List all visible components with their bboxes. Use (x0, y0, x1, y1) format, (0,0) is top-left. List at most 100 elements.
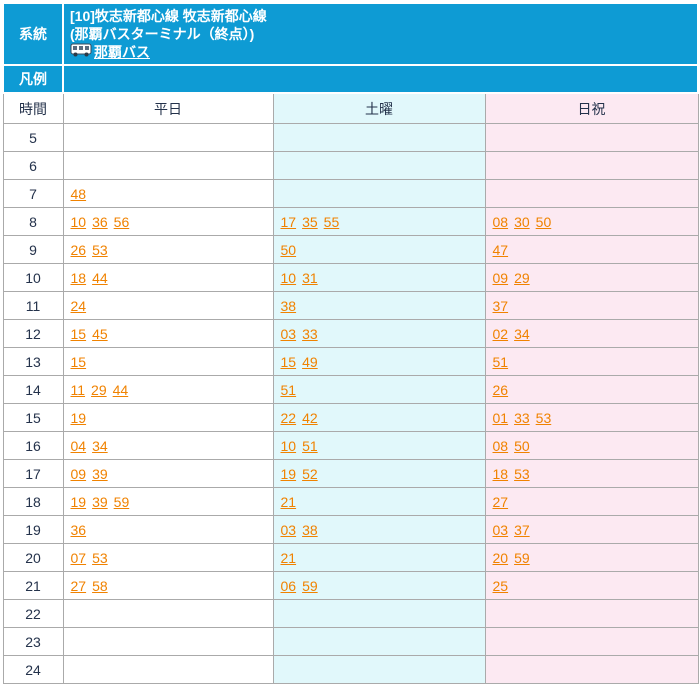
time-link[interactable]: 03 (492, 521, 509, 538)
time-link[interactable]: 19 (70, 409, 87, 426)
time-link[interactable]: 59 (302, 577, 318, 594)
time-link[interactable]: 11 (70, 381, 86, 398)
time-link[interactable]: 09 (492, 269, 509, 286)
time-link[interactable]: 39 (92, 465, 108, 482)
hour-cell: 23 (2, 627, 64, 656)
time-link[interactable]: 25 (492, 577, 509, 594)
time-link[interactable]: 03 (280, 521, 297, 538)
time-link[interactable]: 04 (70, 437, 87, 454)
column-header-saturday: 土曜 (272, 92, 486, 124)
saturday-times-cell (272, 151, 486, 180)
time-link[interactable]: 31 (302, 269, 318, 286)
weekday-times-cell: 04 34 (62, 431, 274, 460)
time-link[interactable]: 22 (280, 409, 297, 426)
time-link[interactable]: 37 (514, 521, 530, 538)
saturday-times-cell: 10 51 (272, 431, 486, 460)
route-info-cell: [10]牧志新都心線 牧志新都心線 (那覇バスターミナル（終点）) (62, 2, 699, 66)
time-link[interactable]: 53 (514, 465, 530, 482)
table-row: 19 36 03 38 03 37 (2, 515, 699, 544)
time-link[interactable]: 30 (514, 213, 530, 230)
saturday-times-cell (272, 627, 486, 656)
time-link[interactable]: 59 (113, 493, 130, 510)
time-link[interactable]: 21 (280, 493, 297, 510)
time-link[interactable]: 01 (492, 409, 509, 426)
time-link[interactable]: 20 (492, 549, 509, 566)
time-link[interactable]: 03 (280, 325, 297, 342)
saturday-times-cell (272, 179, 486, 208)
weekday-times-cell: 15 45 (62, 319, 274, 348)
time-link[interactable]: 15 (70, 325, 87, 342)
time-link[interactable]: 58 (92, 577, 108, 594)
time-link[interactable]: 26 (70, 241, 87, 258)
time-link[interactable]: 08 (492, 437, 509, 454)
time-link[interactable]: 51 (280, 381, 297, 398)
time-link[interactable]: 38 (302, 521, 318, 538)
time-link[interactable]: 34 (514, 325, 530, 342)
time-link[interactable]: 19 (280, 465, 297, 482)
time-link[interactable]: 44 (112, 381, 129, 398)
time-link[interactable]: 33 (514, 409, 530, 426)
hour-cell: 18 (2, 487, 64, 516)
time-link[interactable]: 07 (70, 549, 87, 566)
time-link[interactable]: 18 (492, 465, 509, 482)
time-link[interactable]: 08 (492, 213, 509, 230)
time-link[interactable]: 29 (91, 381, 107, 398)
time-link[interactable]: 51 (492, 353, 509, 370)
table-row: 22 (2, 599, 699, 628)
operator-link[interactable]: 那覇バス (94, 44, 150, 60)
time-link[interactable]: 53 (535, 409, 552, 426)
time-link[interactable]: 15 (280, 353, 297, 370)
time-link[interactable]: 42 (302, 409, 318, 426)
time-link[interactable]: 50 (535, 213, 552, 230)
time-link[interactable]: 55 (323, 213, 340, 230)
time-link[interactable]: 06 (280, 577, 297, 594)
time-link[interactable]: 37 (492, 297, 509, 314)
time-link[interactable]: 35 (302, 213, 318, 230)
time-link[interactable]: 51 (302, 437, 318, 454)
time-link[interactable]: 29 (514, 269, 530, 286)
time-link[interactable]: 26 (492, 381, 509, 398)
time-link[interactable]: 36 (70, 521, 87, 538)
time-link[interactable]: 39 (92, 493, 108, 510)
time-link[interactable]: 49 (302, 353, 318, 370)
holiday-times-cell (484, 599, 699, 628)
table-row: 8 10 36 56 17 35 55 08 30 50 (2, 207, 699, 236)
saturday-times-cell: 17 35 55 (272, 207, 486, 236)
time-link[interactable]: 10 (70, 213, 87, 230)
time-link[interactable]: 56 (113, 213, 130, 230)
time-link[interactable]: 10 (280, 269, 297, 286)
time-link[interactable]: 34 (92, 437, 108, 454)
weekday-times-cell: 10 36 56 (62, 207, 274, 236)
time-link[interactable]: 27 (492, 493, 509, 510)
time-link[interactable]: 24 (70, 297, 87, 314)
time-link[interactable]: 27 (70, 577, 87, 594)
column-header-holiday: 日祝 (484, 92, 699, 124)
time-link[interactable]: 45 (92, 325, 108, 342)
time-link[interactable]: 44 (92, 269, 108, 286)
weekday-times-cell: 19 39 59 (62, 487, 274, 516)
time-link[interactable]: 48 (70, 185, 87, 202)
time-link[interactable]: 19 (70, 493, 87, 510)
time-link[interactable]: 02 (492, 325, 509, 342)
route-label: 系統 (2, 2, 64, 66)
time-link[interactable]: 17 (280, 213, 297, 230)
holiday-times-cell: 27 (484, 487, 699, 516)
time-link[interactable]: 09 (70, 465, 87, 482)
time-link[interactable]: 15 (70, 353, 87, 370)
time-link[interactable]: 50 (280, 241, 297, 258)
time-link[interactable]: 18 (70, 269, 87, 286)
weekday-times-cell: 07 53 (62, 543, 274, 572)
time-link[interactable]: 52 (302, 465, 318, 482)
time-link[interactable]: 53 (92, 241, 108, 258)
time-link[interactable]: 47 (492, 241, 509, 258)
time-link[interactable]: 36 (92, 213, 108, 230)
time-link[interactable]: 50 (514, 437, 530, 454)
time-link[interactable]: 53 (92, 549, 108, 566)
legend-row: 凡例 (2, 64, 699, 94)
time-link[interactable]: 59 (514, 549, 530, 566)
time-link[interactable]: 33 (302, 325, 318, 342)
time-link[interactable]: 10 (280, 437, 297, 454)
time-link[interactable]: 21 (280, 549, 297, 566)
time-link[interactable]: 38 (280, 297, 297, 314)
table-row: 10 18 44 10 31 09 29 (2, 263, 699, 292)
